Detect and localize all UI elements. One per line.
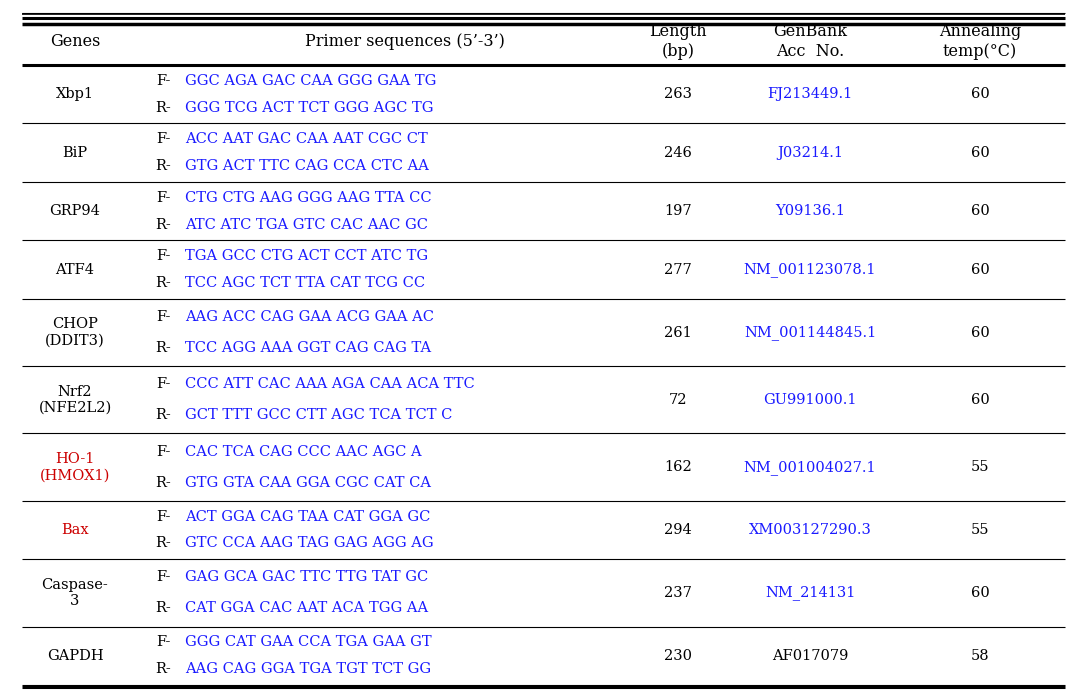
Text: 55: 55	[971, 523, 989, 537]
Text: NM_001123078.1: NM_001123078.1	[744, 262, 876, 278]
Text: Primer sequences (5’-3’): Primer sequences (5’-3’)	[305, 33, 505, 50]
Text: 237: 237	[664, 586, 692, 600]
Text: 277: 277	[664, 263, 691, 277]
Text: TGA GCC CTG ACT CCT ATC TG: TGA GCC CTG ACT CCT ATC TG	[185, 250, 428, 264]
Text: GAG GCA GAC TTC TTG TAT GC: GAG GCA GAC TTC TTG TAT GC	[185, 570, 428, 584]
Text: Y09136.1: Y09136.1	[775, 204, 845, 218]
Text: GGG TCG ACT TCT GGG AGC TG: GGG TCG ACT TCT GGG AGC TG	[185, 101, 434, 115]
Text: F-: F-	[155, 377, 171, 391]
Text: 230: 230	[664, 649, 692, 663]
Text: F-: F-	[155, 74, 171, 88]
Text: R-: R-	[155, 101, 171, 115]
Text: AAG CAG GGA TGA TGT TCT GG: AAG CAG GGA TGA TGT TCT GG	[185, 662, 432, 676]
Text: 60: 60	[971, 204, 989, 218]
Text: R-: R-	[155, 276, 171, 290]
Text: R-: R-	[155, 662, 171, 676]
Text: 58: 58	[971, 649, 989, 663]
Text: GAPDH: GAPDH	[47, 649, 103, 663]
Text: TCC AGC TCT TTA CAT TCG CC: TCC AGC TCT TTA CAT TCG CC	[185, 276, 425, 290]
Text: GRP94: GRP94	[50, 204, 100, 218]
Text: 60: 60	[971, 145, 989, 160]
Text: J03214.1: J03214.1	[777, 145, 844, 160]
Text: F-: F-	[155, 191, 171, 205]
Text: Nrf2
(NFE2L2): Nrf2 (NFE2L2)	[38, 384, 112, 415]
Text: 261: 261	[664, 326, 691, 340]
Text: Xbp1: Xbp1	[57, 87, 93, 101]
Text: Bax: Bax	[61, 523, 89, 537]
Text: BiP: BiP	[62, 145, 88, 160]
Text: R-: R-	[155, 159, 171, 173]
Text: HO-1
(HMOX1): HO-1 (HMOX1)	[40, 452, 110, 482]
Text: 60: 60	[971, 87, 989, 101]
Text: 197: 197	[664, 204, 691, 218]
Text: F-: F-	[155, 310, 171, 324]
Text: CCC ATT CAC AAA AGA CAA ACA TTC: CCC ATT CAC AAA AGA CAA ACA TTC	[185, 377, 475, 391]
Text: R-: R-	[155, 341, 171, 355]
Text: 60: 60	[971, 586, 989, 600]
Text: NM_001004027.1: NM_001004027.1	[744, 460, 876, 475]
Text: CAC TCA CAG CCC AAC AGC A: CAC TCA CAG CCC AAC AGC A	[185, 445, 422, 459]
Text: 60: 60	[971, 326, 989, 340]
Text: ACC AAT GAC CAA AAT CGC CT: ACC AAT GAC CAA AAT CGC CT	[185, 132, 428, 146]
Text: GCT TTT GCC CTT AGC TCA TCT C: GCT TTT GCC CTT AGC TCA TCT C	[185, 408, 452, 422]
Text: 162: 162	[664, 460, 691, 474]
Text: F-: F-	[155, 250, 171, 264]
Text: XM003127290.3: XM003127290.3	[749, 523, 872, 537]
Text: R-: R-	[155, 601, 171, 615]
Text: F-: F-	[155, 570, 171, 584]
Text: Caspase-
3: Caspase- 3	[41, 578, 109, 608]
Text: ACT GGA CAG TAA CAT GGA GC: ACT GGA CAG TAA CAT GGA GC	[185, 510, 430, 524]
Text: R-: R-	[155, 536, 171, 550]
Text: GTC CCA AAG TAG GAG AGG AG: GTC CCA AAG TAG GAG AGG AG	[185, 536, 434, 550]
Text: CHOP
(DDIT3): CHOP (DDIT3)	[46, 317, 104, 347]
Text: Length
(bp): Length (bp)	[649, 23, 707, 60]
Text: 55: 55	[971, 460, 989, 474]
Text: GTG GTA CAA GGA CGC CAT CA: GTG GTA CAA GGA CGC CAT CA	[185, 475, 432, 489]
Text: F-: F-	[155, 510, 171, 524]
Text: 60: 60	[971, 393, 989, 407]
Text: GTG ACT TTC CAG CCA CTC AA: GTG ACT TTC CAG CCA CTC AA	[185, 159, 429, 173]
Text: ATC ATC TGA GTC CAC AAC GC: ATC ATC TGA GTC CAC AAC GC	[185, 217, 428, 231]
Text: GGG CAT GAA CCA TGA GAA GT: GGG CAT GAA CCA TGA GAA GT	[185, 635, 432, 649]
Text: F-: F-	[155, 445, 171, 459]
Text: GenBank
Acc  No.: GenBank Acc No.	[773, 23, 847, 60]
Text: F-: F-	[155, 635, 171, 649]
Text: 263: 263	[664, 87, 692, 101]
Text: F-: F-	[155, 132, 171, 146]
Text: R-: R-	[155, 475, 171, 489]
Text: 72: 72	[669, 393, 687, 407]
Text: CTG CTG AAG GGG AAG TTA CC: CTG CTG AAG GGG AAG TTA CC	[185, 191, 432, 205]
Text: Genes: Genes	[50, 33, 100, 50]
Text: GGC AGA GAC CAA GGG GAA TG: GGC AGA GAC CAA GGG GAA TG	[185, 74, 436, 88]
Text: CAT GGA CAC AAT ACA TGG AA: CAT GGA CAC AAT ACA TGG AA	[185, 601, 428, 615]
Text: R-: R-	[155, 217, 171, 231]
Text: AF017079: AF017079	[772, 649, 848, 663]
Text: 60: 60	[971, 263, 989, 277]
Text: R-: R-	[155, 408, 171, 422]
Text: ATF4: ATF4	[55, 263, 95, 277]
Text: NM_001144845.1: NM_001144845.1	[744, 325, 876, 340]
Text: FJ213449.1: FJ213449.1	[767, 87, 852, 101]
Text: 246: 246	[664, 145, 692, 160]
Text: 294: 294	[664, 523, 691, 537]
Text: NM_214131: NM_214131	[765, 586, 855, 600]
Text: GU991000.1: GU991000.1	[763, 393, 857, 407]
Text: AAG ACC CAG GAA ACG GAA AC: AAG ACC CAG GAA ACG GAA AC	[185, 310, 434, 324]
Text: TCC AGG AAA GGT CAG CAG TA: TCC AGG AAA GGT CAG CAG TA	[185, 341, 432, 355]
Text: Annealing
temp(°C): Annealing temp(°C)	[939, 23, 1021, 60]
